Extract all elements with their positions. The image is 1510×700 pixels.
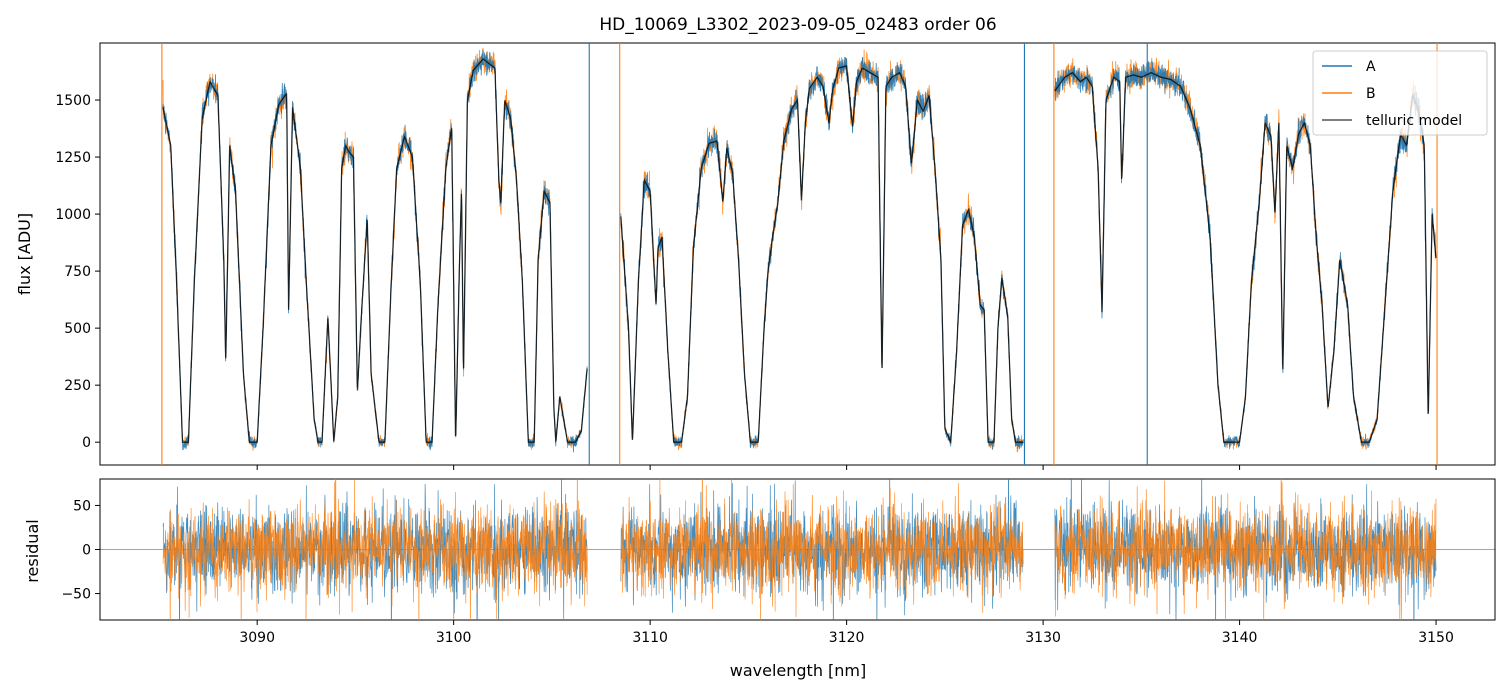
- flux-y-tick-label: 1500: [55, 93, 91, 109]
- flux-panel: 0 250 500 750 1000 1250 1500 flux [ADU]: [15, 42, 1496, 470]
- flux-y-tick-label: 750: [64, 264, 91, 280]
- flux-y-tick-label: 250: [64, 378, 91, 394]
- flux-series-b: [162, 47, 1437, 453]
- legend-box: [1312, 50, 1488, 136]
- flux-y-tick-label: 1000: [55, 207, 91, 223]
- flux-x-ticks: [256, 465, 1437, 470]
- residual-x-tick-label: 3120: [829, 630, 865, 646]
- residual-y-ticks: 50 0 −50: [61, 498, 100, 603]
- legend-label-a: A: [1366, 59, 1376, 75]
- legend-label-telluric-model: telluric model: [1366, 113, 1462, 129]
- residual-panel: 50 0 −50 3090 3100 3110 3120 3130 3140 3150 resi…: [23, 478, 1496, 680]
- residual-x-ticks: 3090 3100 3110 3120 3130 3140 3150: [239, 620, 1454, 646]
- residual-y-tick-label: 0: [82, 543, 91, 559]
- residual-x-tick-label: 3090: [239, 630, 275, 646]
- x-axis-label: wavelength [nm]: [730, 661, 867, 680]
- flux-series-telluric-model: [162, 58, 1437, 445]
- residual-x-tick-label: 3100: [436, 630, 472, 646]
- flux-y-ticks: 0 250 500 750 1000 1250 1500: [55, 93, 100, 451]
- chart-title: HD_10069_L3302_2023-09-05_02483 order 06: [599, 15, 996, 35]
- flux-series-a: [162, 49, 1437, 453]
- flux-plot-area: [161, 43, 1438, 465]
- flux-y-axis-label: flux [ADU]: [15, 213, 34, 295]
- residual-y-tick-label: 50: [73, 498, 91, 514]
- legend-label-b: B: [1366, 86, 1376, 102]
- flux-y-tick-label: 0: [82, 435, 91, 451]
- flux-y-tick-label: 500: [64, 321, 91, 337]
- residual-series-b: [162, 479, 1437, 620]
- residual-y-axis-label: residual: [23, 519, 42, 582]
- residual-x-tick-label: 3110: [632, 630, 668, 646]
- residual-x-tick-label: 3150: [1418, 630, 1454, 646]
- residual-plot-area: [100, 479, 1495, 620]
- flux-y-tick-label: 1250: [55, 150, 91, 166]
- legend: A B telluric model: [1312, 50, 1488, 136]
- flux-panel-frame: [99, 42, 1496, 466]
- residual-x-tick-label: 3140: [1222, 630, 1258, 646]
- residual-x-tick-label: 3130: [1025, 630, 1061, 646]
- residual-y-tick-label: −50: [61, 587, 91, 603]
